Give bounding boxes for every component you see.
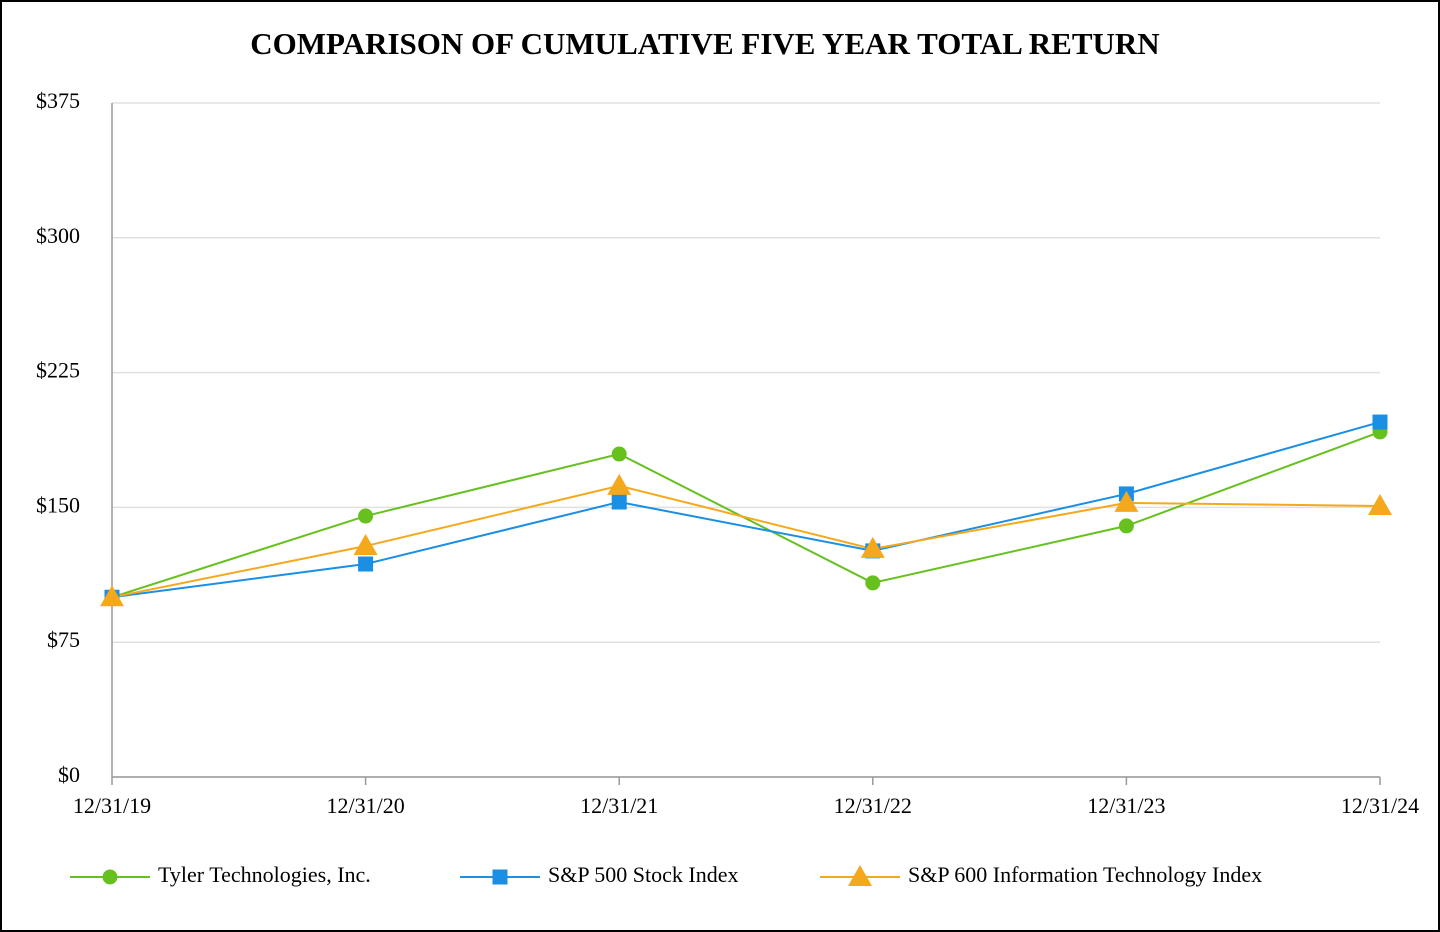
x-tick-label: 12/31/21 [580,793,658,818]
legend-label: S&P 600 Information Technology Index [908,862,1262,887]
point [611,446,627,462]
point [353,534,378,556]
x-tick-label: 12/31/23 [1087,793,1165,818]
point [358,556,374,572]
series-line [111,430,1381,599]
series-line [111,484,1381,599]
x-tick-label: 12/31/19 [73,793,151,818]
y-tick-label: $225 [36,358,80,383]
x-tick-label: 12/31/22 [834,793,912,818]
chart-title: COMPARISON OF CUMULATIVE FIVE YEAR TOTAL… [250,26,1159,61]
point [1114,490,1139,512]
y-tick-label: $150 [36,492,80,517]
point [1372,414,1388,430]
point [865,575,881,591]
point [102,869,118,885]
y-tick-label: $300 [36,223,80,248]
x-tick-label: 12/31/24 [1341,793,1419,818]
point [607,473,632,495]
point [1118,518,1134,534]
legend-label: Tyler Technologies, Inc. [158,862,371,887]
y-tick-label: $375 [36,88,80,113]
series-line [111,421,1381,599]
point [492,869,508,885]
point [358,508,374,524]
point [1368,493,1392,515]
point [100,585,124,607]
point [860,536,885,558]
legend-label: S&P 500 Stock Index [548,862,738,887]
y-tick-label: $0 [58,762,80,787]
y-tick-label: $75 [47,627,80,652]
point [848,865,872,886]
x-tick-label: 12/31/20 [326,793,404,818]
point [611,494,627,510]
